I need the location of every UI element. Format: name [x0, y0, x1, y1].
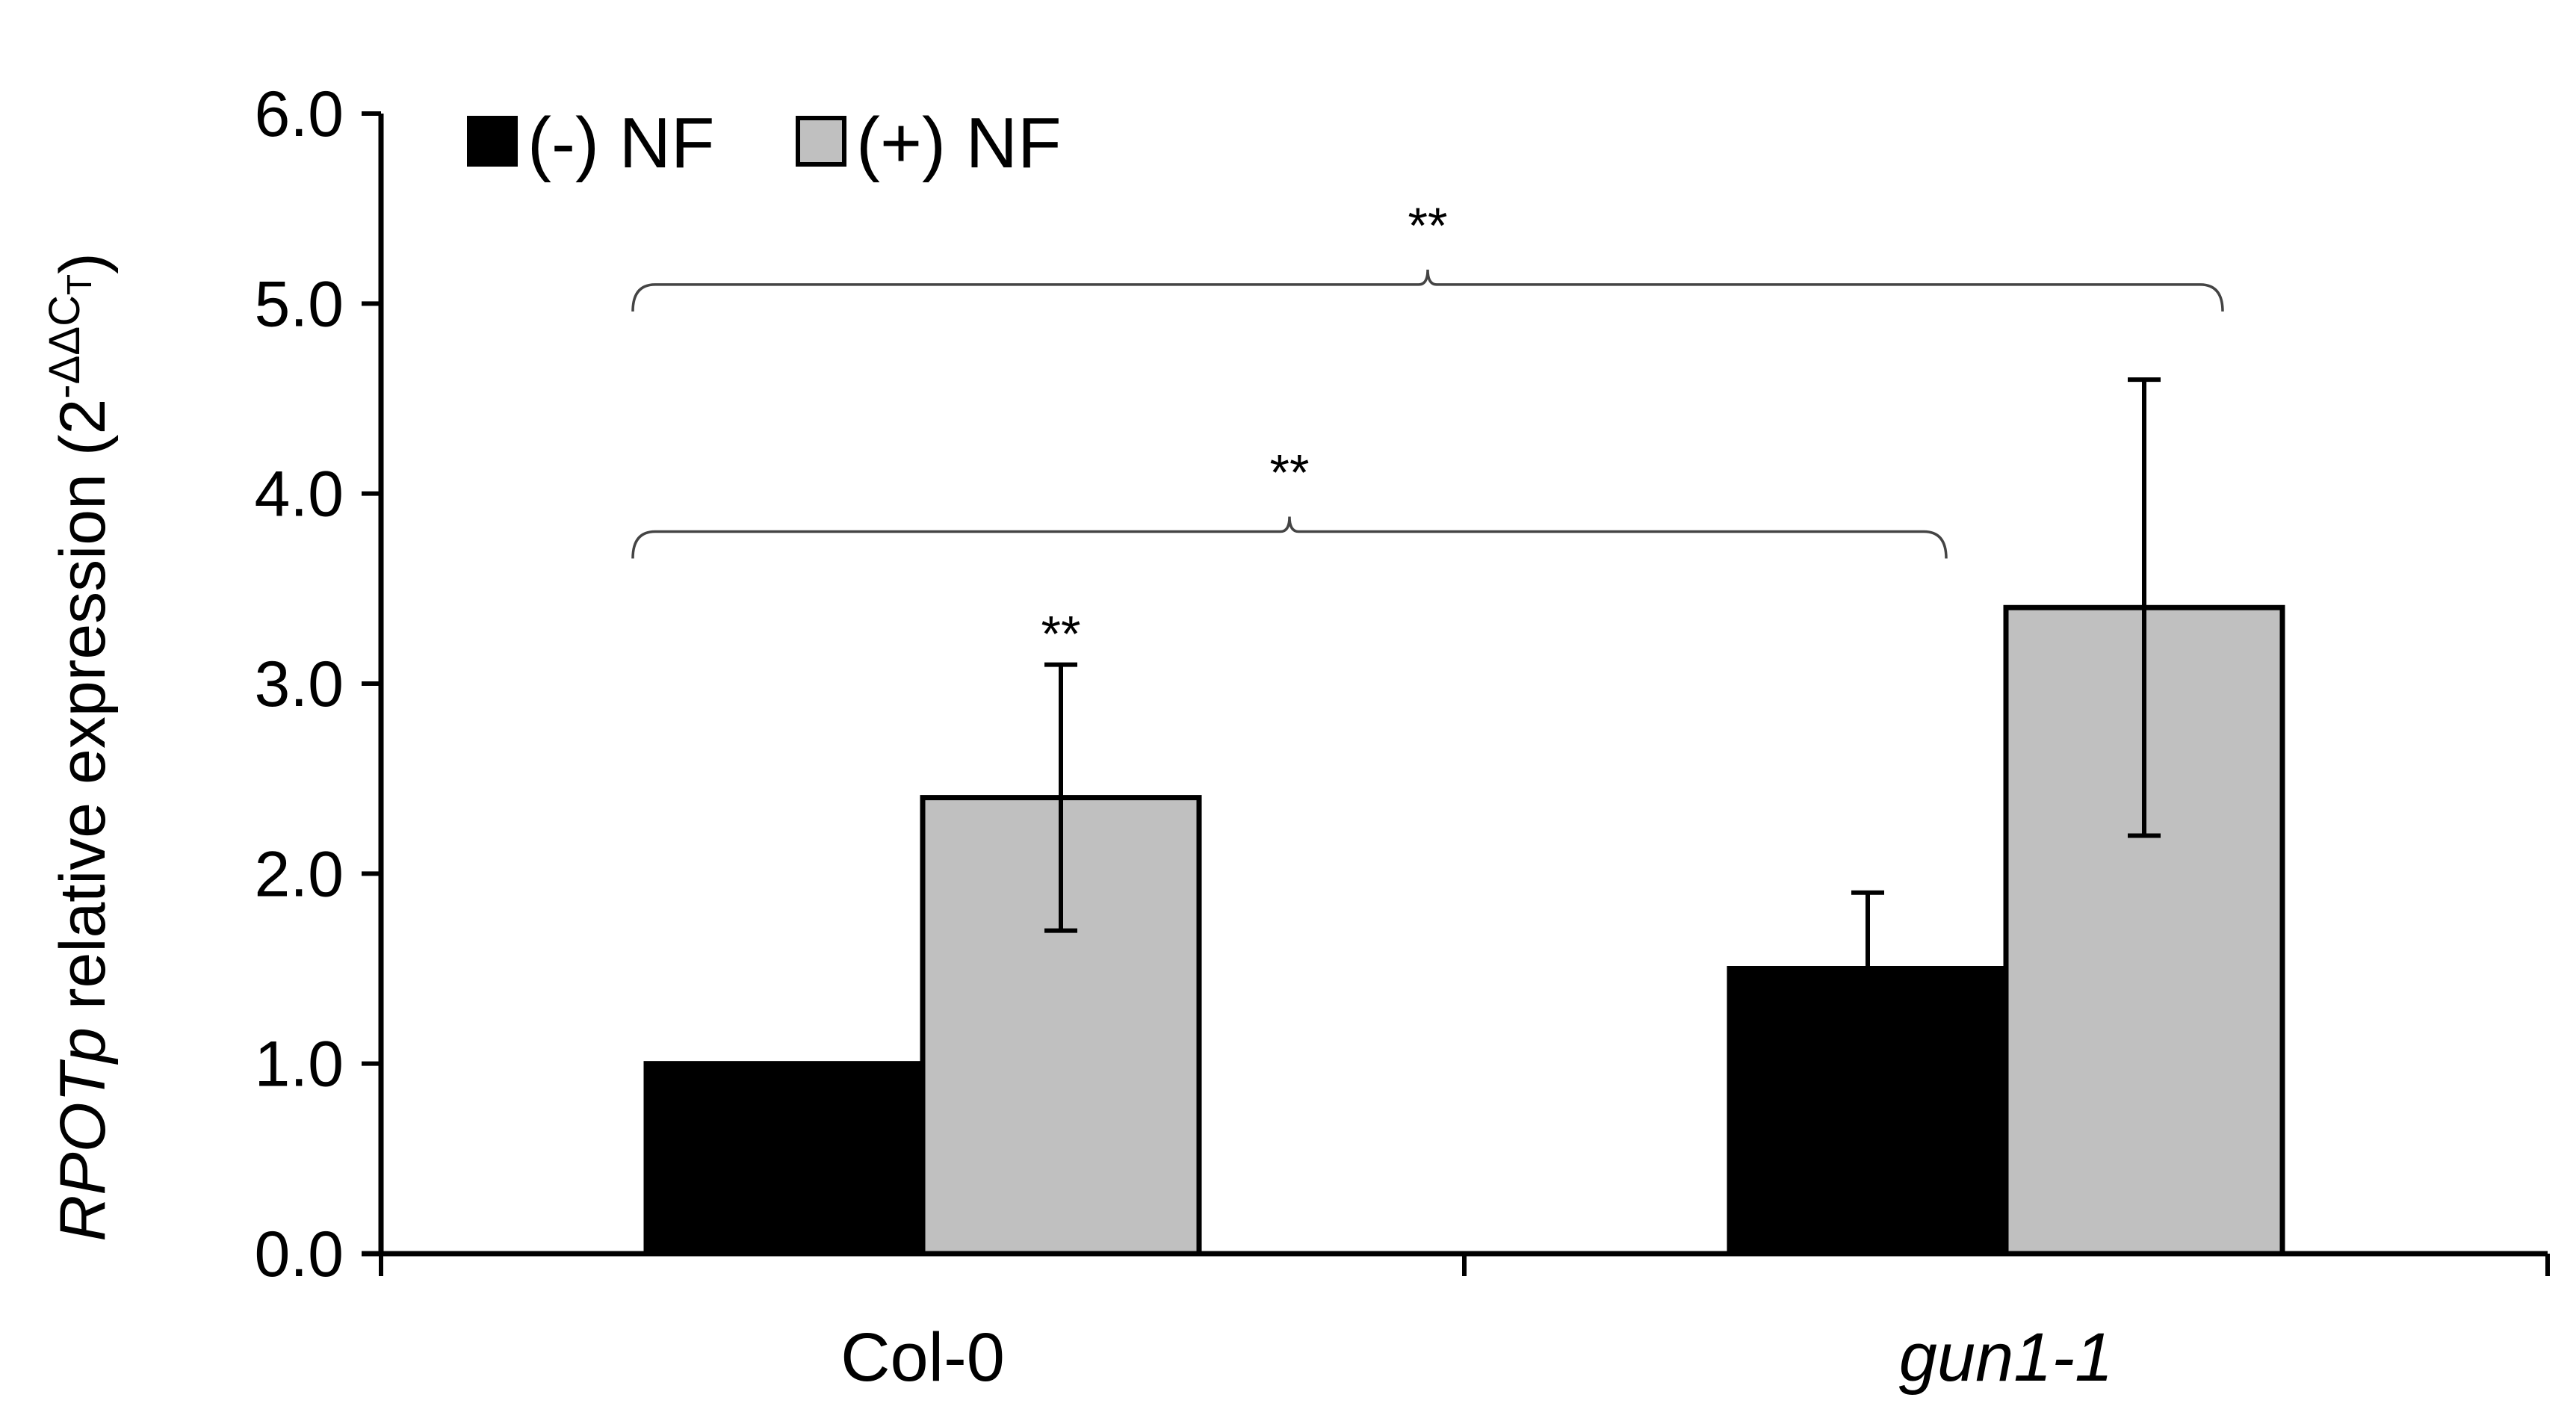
- y-tick-label: 0.0: [254, 1219, 344, 1290]
- y-axis-ticks: 0.0 1.0 2.0 3.0 4.0 5.0 6.0: [254, 78, 381, 1290]
- axes: [362, 114, 2550, 1276]
- bars: [643, 604, 2285, 1257]
- y-tick-label: 4.0: [254, 459, 344, 530]
- legend-swatch: [467, 116, 518, 167]
- legend-label: (+) NF: [856, 103, 1062, 183]
- significance-label: **: [1408, 197, 1448, 254]
- error-bar-1-1: [2128, 377, 2161, 838]
- y-axis-label: RPOTp relative expression (2-ΔΔCT): [40, 253, 119, 1241]
- y-tick-label: 1.0: [254, 1029, 344, 1100]
- y-axis-label-close: ): [47, 253, 119, 274]
- y-axis-label-subscript: T: [60, 274, 99, 295]
- significance-label: **: [1041, 606, 1081, 663]
- significance-label: **: [1270, 445, 1310, 501]
- x-axis-labels: Col-0 gun1-1: [840, 1319, 2113, 1396]
- y-tick-label: 6.0: [254, 78, 344, 150]
- y-tick-label: 2.0: [254, 838, 344, 910]
- significance-annotations: ** ** **: [631, 197, 2224, 663]
- x-category-label: Col-0: [840, 1319, 1005, 1396]
- y-axis-label-gene: RPOTp: [47, 1027, 119, 1242]
- error-bar-0-1: [1851, 890, 1884, 1047]
- y-tick-label: 5.0: [254, 268, 344, 340]
- significance-bracket: [631, 516, 1948, 559]
- error-bar-1-0: [1044, 662, 1077, 933]
- legend: (-) NF (+) NF: [467, 103, 1062, 183]
- y-axis-label-text: relative expression (2: [47, 399, 119, 1027]
- bar-0-0: [643, 1061, 926, 1257]
- error-bars: [1044, 377, 2161, 1047]
- x-category-label: gun1-1: [1899, 1319, 2113, 1396]
- y-axis-label-superscript: -ΔΔC: [40, 295, 89, 399]
- legend-label: (-) NF: [527, 103, 715, 183]
- legend-swatch: [796, 116, 846, 167]
- significance-bracket: [631, 269, 2224, 312]
- y-tick-label: 3.0: [254, 648, 344, 720]
